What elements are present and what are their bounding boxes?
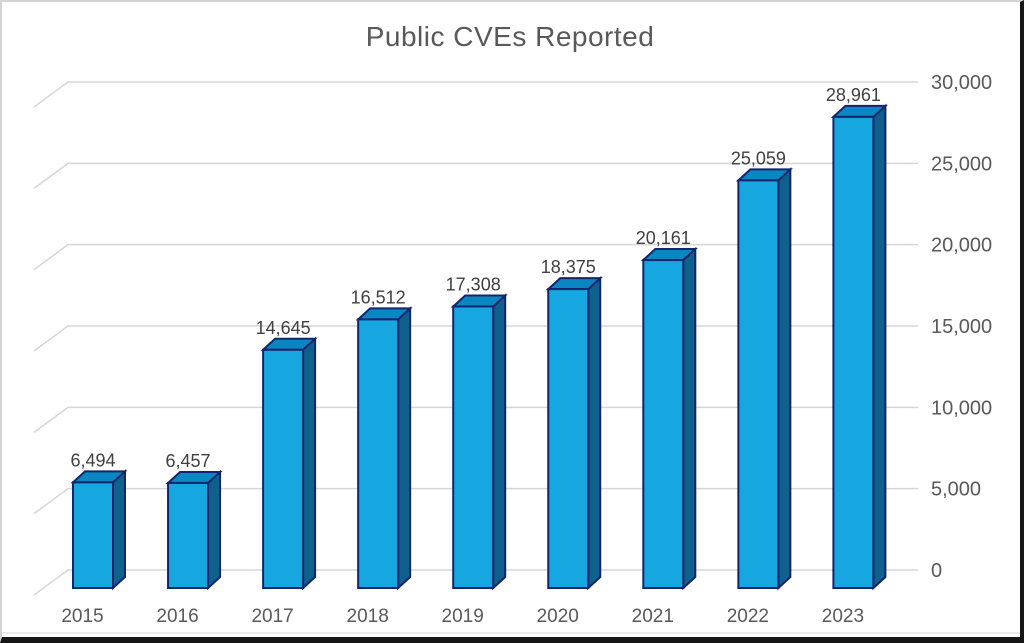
value-label-2017: 14,645 [256,318,311,338]
y-tick-30000: 30,000 [931,72,992,94]
y-tick-5000: 5,000 [931,479,981,501]
bar-side-face [112,469,126,591]
x-tick-2022: 2022 [727,606,769,627]
bar-front-face [832,115,875,590]
value-label-2015: 6,494 [70,450,115,470]
x-tick-2018: 2018 [347,606,389,627]
value-label-2020: 18,375 [541,257,596,277]
x-tick-2015: 2015 [61,606,103,627]
bar-side-face [397,306,412,591]
bar-front-face [72,481,114,589]
value-label-2018: 16,512 [351,287,406,307]
bar-front-face [167,481,210,589]
bar-side-face [492,293,507,591]
gridline-20000 [33,243,918,271]
x-tick-2017: 2017 [251,606,293,627]
y-tick-20000: 20,000 [931,235,992,257]
bar-2016 [165,469,223,591]
bar-side-face [302,336,317,591]
value-label-2022: 25,059 [731,148,786,168]
bar-side-face [872,103,887,591]
bar-side-face [682,246,697,591]
bar-front-face [737,179,780,589]
x-tick-2016: 2016 [156,606,198,627]
gridline-15000 [33,325,918,352]
x-axis-labels: 2015 2016 2017 2018 2019 2020 2021 2022 2023 [61,606,864,627]
gridline-0 [33,569,918,596]
value-label-2021: 20,161 [636,228,691,248]
y-axis-labels: 0 5,000 10,000 15,000 20,000 25,000 30,000 [931,72,992,582]
bar-side-face [777,167,792,591]
bar-front-face [547,288,590,589]
x-tick-2021: 2021 [632,606,674,627]
bar-2020 [545,275,603,591]
bar-2022 [735,167,793,591]
bar-2019 [450,293,508,591]
y-tick-15000: 15,000 [931,316,992,338]
bar-2023 [830,103,888,591]
bar-front-face [642,259,685,589]
x-tick-2020: 2020 [537,606,579,627]
y-tick-10000: 10,000 [931,397,992,419]
bar-side-face [587,275,602,591]
y-tick-25000: 25,000 [931,153,992,175]
bar-2017 [260,336,318,591]
bars-group [70,103,888,591]
bar-2021 [640,246,698,591]
bar-side-face [207,469,222,591]
bar-2018 [355,306,413,591]
value-label-2023: 28,961 [826,85,881,105]
bar-front-face [452,305,495,589]
bar-front-face [262,348,305,589]
bar-front-face [357,318,400,589]
value-labels-group: 6,494 6,457 14,645 16,512 17,308 18,375 20,161… [70,85,880,471]
gridlines [33,81,918,596]
bar-2015 [70,469,128,591]
gridline-30000 [33,81,918,108]
value-label-2016: 6,457 [166,451,211,471]
x-tick-2023: 2023 [822,606,864,627]
gridline-5000 [33,487,918,515]
chart-title: Public CVEs Reported [366,21,655,52]
gridline-25000 [33,162,918,189]
value-label-2019: 17,308 [446,274,501,294]
gridline-10000 [33,406,918,433]
x-tick-2019: 2019 [442,606,484,627]
y-tick-0: 0 [931,560,942,582]
